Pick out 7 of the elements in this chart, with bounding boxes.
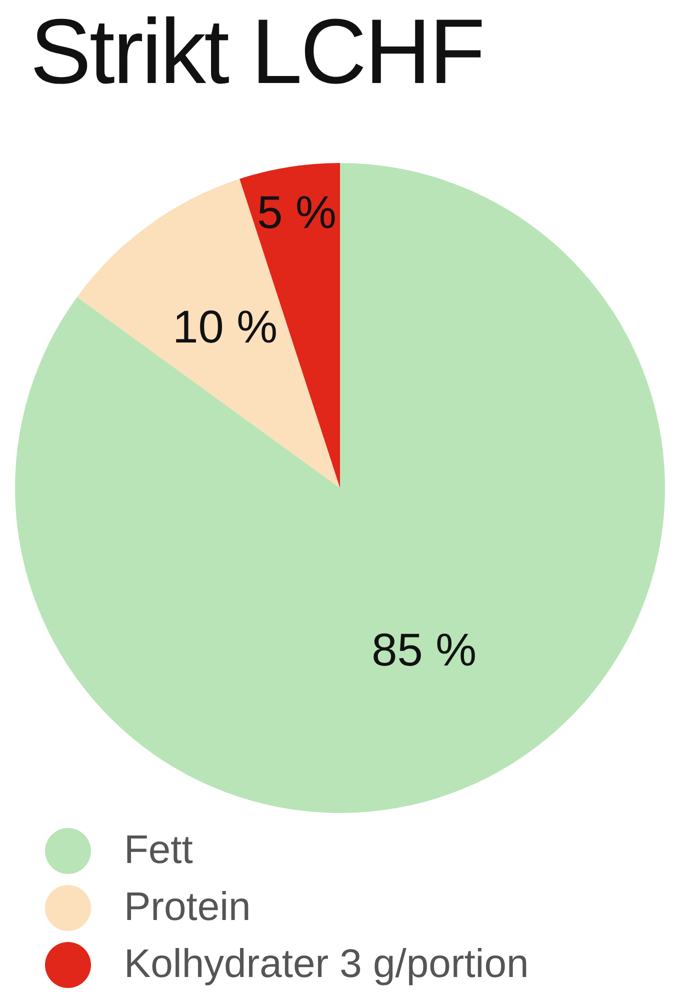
data-label: 85 % (372, 624, 477, 676)
legend-label: Kolhydrater 3 g/portion (124, 942, 529, 987)
chart-title: Strikt LCHF (30, 0, 484, 105)
legend-label: Protein (124, 885, 251, 930)
data-label: 5 % (257, 186, 336, 238)
data-label: 10 % (172, 300, 278, 352)
legend-label: Fett (124, 828, 193, 873)
